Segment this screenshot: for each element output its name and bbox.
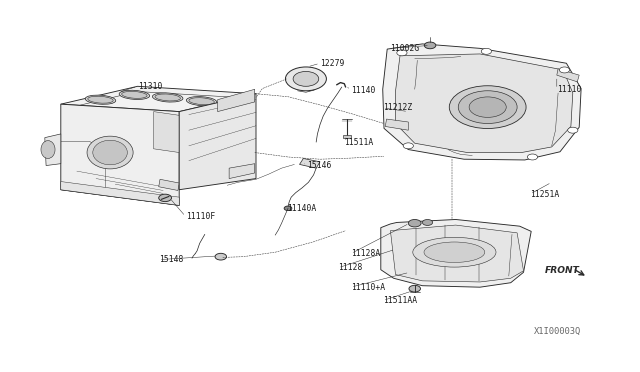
Ellipse shape — [122, 92, 147, 98]
Circle shape — [527, 154, 538, 160]
Ellipse shape — [424, 242, 485, 263]
Text: 11511A: 11511A — [344, 138, 374, 147]
Polygon shape — [381, 219, 531, 287]
Text: 12279: 12279 — [320, 59, 344, 68]
Text: 11140: 11140 — [351, 86, 375, 94]
Polygon shape — [385, 119, 408, 130]
Ellipse shape — [119, 90, 150, 99]
Ellipse shape — [87, 136, 133, 169]
Ellipse shape — [413, 237, 496, 267]
Circle shape — [481, 48, 492, 54]
Polygon shape — [61, 86, 256, 112]
Text: 11511AA: 11511AA — [383, 296, 417, 305]
Polygon shape — [218, 89, 255, 112]
Text: 15146: 15146 — [307, 161, 332, 170]
Circle shape — [568, 127, 578, 133]
Polygon shape — [343, 135, 351, 138]
Ellipse shape — [186, 97, 217, 106]
Ellipse shape — [449, 86, 526, 129]
Text: 11251A: 11251A — [530, 190, 559, 199]
Text: X1I00003Q: X1I00003Q — [534, 327, 582, 336]
Ellipse shape — [41, 141, 55, 158]
Polygon shape — [396, 54, 573, 153]
Polygon shape — [229, 164, 255, 179]
Polygon shape — [557, 69, 579, 82]
Text: 11110F: 11110F — [186, 212, 215, 221]
Polygon shape — [159, 179, 179, 190]
Text: 11002G: 11002G — [390, 44, 420, 53]
Ellipse shape — [88, 96, 113, 103]
Circle shape — [284, 206, 292, 211]
Polygon shape — [61, 182, 179, 205]
Ellipse shape — [152, 93, 183, 102]
Polygon shape — [300, 158, 320, 168]
Polygon shape — [383, 44, 581, 160]
Text: 11310: 11310 — [138, 82, 162, 91]
Circle shape — [408, 219, 421, 227]
Text: FRONT: FRONT — [545, 266, 580, 275]
Circle shape — [403, 143, 413, 149]
Polygon shape — [390, 225, 524, 282]
Text: 11140A: 11140A — [287, 204, 316, 213]
Ellipse shape — [469, 97, 506, 118]
Ellipse shape — [189, 98, 214, 105]
Polygon shape — [45, 134, 61, 166]
Polygon shape — [179, 94, 256, 190]
Circle shape — [422, 219, 433, 225]
Circle shape — [293, 71, 319, 86]
Ellipse shape — [85, 95, 116, 104]
Text: 11110: 11110 — [557, 85, 581, 94]
Circle shape — [215, 253, 227, 260]
Circle shape — [409, 285, 420, 292]
Polygon shape — [61, 104, 179, 205]
Text: 11128A: 11128A — [351, 249, 380, 258]
Circle shape — [559, 67, 570, 73]
Text: 11110+A: 11110+A — [351, 283, 385, 292]
Circle shape — [159, 194, 172, 202]
Ellipse shape — [155, 94, 180, 101]
Text: 11128: 11128 — [338, 263, 362, 272]
Circle shape — [285, 67, 326, 91]
Ellipse shape — [93, 140, 127, 165]
Text: 11212Z: 11212Z — [383, 103, 412, 112]
Ellipse shape — [458, 91, 517, 124]
Circle shape — [397, 50, 407, 56]
Text: 15148: 15148 — [159, 255, 183, 264]
Polygon shape — [154, 112, 179, 153]
Circle shape — [424, 42, 436, 49]
